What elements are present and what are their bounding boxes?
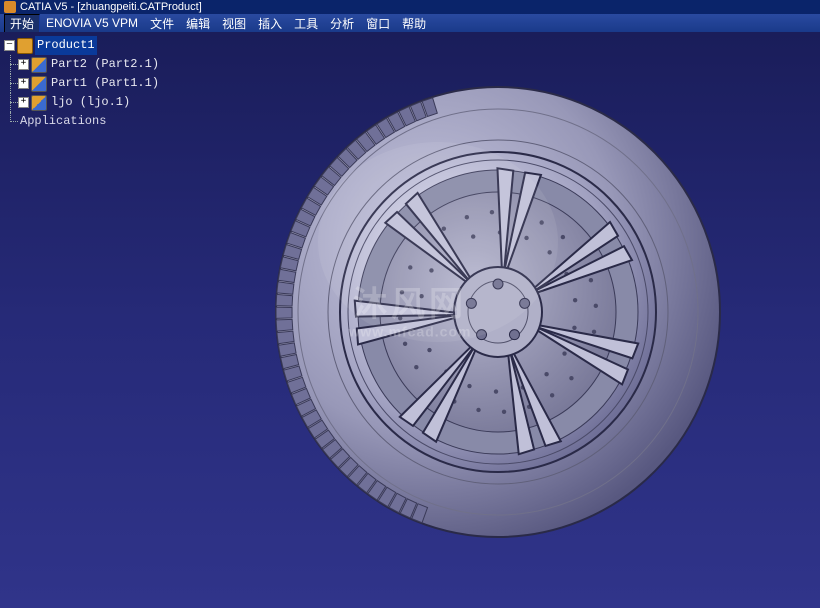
part-icon	[31, 76, 47, 92]
menu-start[interactable]: 开始	[4, 14, 40, 33]
tree-item-label[interactable]: Part2 (Part2.1)	[49, 55, 161, 74]
tree-apps-label[interactable]: Applications	[18, 112, 108, 131]
tree-root[interactable]: – Product1	[4, 36, 161, 55]
app-icon	[4, 1, 16, 13]
menu-tools[interactable]: 工具	[288, 14, 324, 33]
expand-icon[interactable]: +	[18, 78, 29, 89]
viewport-3d[interactable]: – Product1 + Part2 (Part2.1) + Part1 (Pa…	[0, 32, 820, 608]
menu-bar: 开始 ENOVIA V5 VPM 文件 编辑 视图 插入 工具 分析 窗口 帮助	[0, 14, 820, 32]
menu-insert[interactable]: 插入	[252, 14, 288, 33]
expand-icon[interactable]: –	[4, 40, 15, 51]
menu-analyze[interactable]: 分析	[324, 14, 360, 33]
title-bar: CATIA V5 - [zhuangpeiti.CATProduct]	[0, 0, 820, 14]
tree-item[interactable]: + ljo (ljo.1)	[4, 93, 161, 112]
expand-icon[interactable]: +	[18, 59, 29, 70]
expand-icon[interactable]: +	[18, 97, 29, 108]
menu-window[interactable]: 窗口	[360, 14, 396, 33]
window-title: CATIA V5 - [zhuangpeiti.CATProduct]	[20, 1, 202, 13]
part-icon	[31, 95, 47, 111]
menu-enovia[interactable]: ENOVIA V5 VPM	[40, 15, 144, 31]
product-icon	[17, 38, 33, 54]
spec-tree: – Product1 + Part2 (Part2.1) + Part1 (Pa…	[4, 36, 161, 131]
tree-item-label[interactable]: ljo (ljo.1)	[49, 93, 132, 112]
tree-item[interactable]: + Part1 (Part1.1)	[4, 74, 161, 93]
tree-item-label[interactable]: Part1 (Part1.1)	[49, 74, 161, 93]
tree-root-label[interactable]: Product1	[35, 36, 97, 55]
menu-file[interactable]: 文件	[144, 14, 180, 33]
tree-applications[interactable]: Applications	[4, 112, 161, 131]
part-icon	[31, 57, 47, 73]
tree-item[interactable]: + Part2 (Part2.1)	[4, 55, 161, 74]
menu-help[interactable]: 帮助	[396, 14, 432, 33]
menu-edit[interactable]: 编辑	[180, 14, 216, 33]
menu-view[interactable]: 视图	[216, 14, 252, 33]
model-wheel[interactable]	[260, 62, 740, 542]
